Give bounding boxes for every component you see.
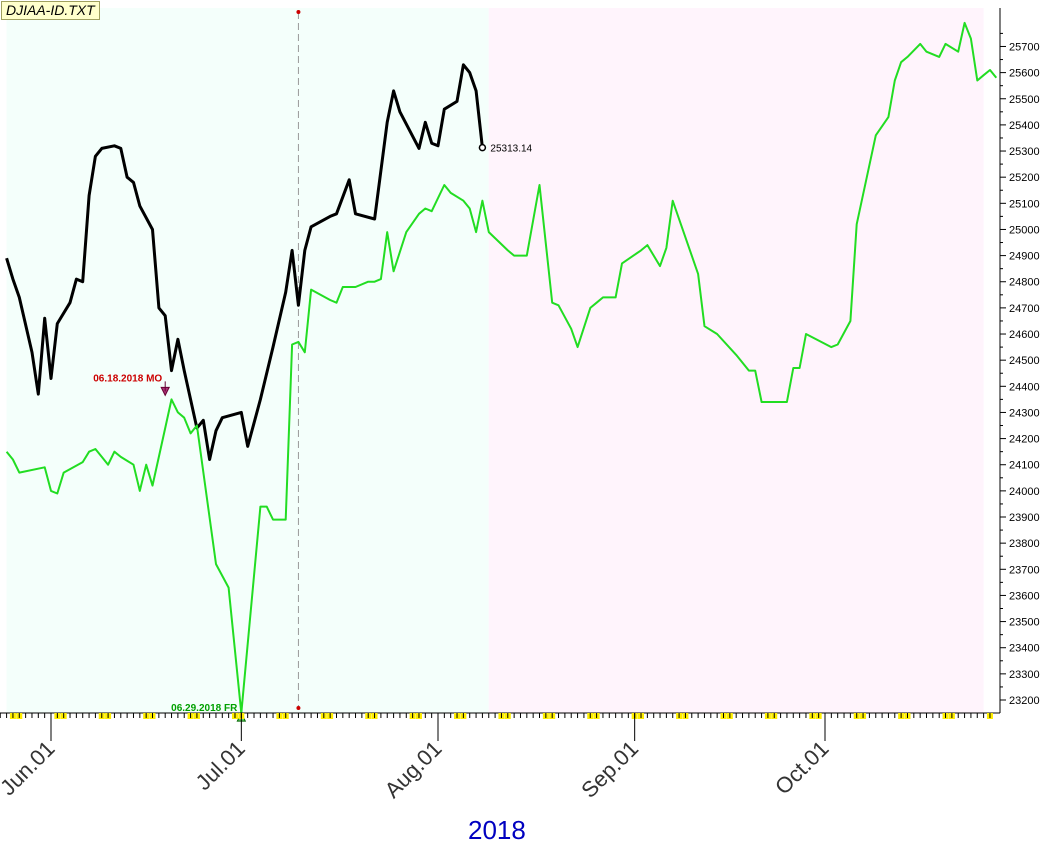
shade-region-0: [6, 8, 489, 713]
series-line-1: [5, 21, 998, 715]
y-tick-label: 25000: [1009, 224, 1040, 236]
y-tick-label: 25500: [1009, 94, 1040, 106]
series-lines: 25313.14: [5, 21, 998, 715]
vline-bottom-dot: [296, 706, 301, 710]
y-tick-label: 25600: [1009, 68, 1040, 80]
y-tick-label: 25400: [1009, 120, 1040, 132]
annotation-label-0: 06.18.2018 MO: [93, 373, 162, 384]
y-tick-label: 24300: [1009, 407, 1040, 419]
year-label: 2018: [468, 815, 526, 845]
y-tick-label: 23300: [1009, 669, 1040, 681]
background-shading: [6, 8, 984, 713]
x-tick-label: Sep.01: [576, 736, 643, 803]
y-tick-label: 23500: [1009, 617, 1040, 629]
y-tick-label: 23600: [1009, 590, 1040, 602]
x-tick-label: Oct.01: [770, 736, 834, 800]
y-tick-label: 25200: [1009, 172, 1040, 184]
x-tick-label: Aug.01: [380, 736, 447, 803]
last-value-label: 25313.14: [490, 144, 532, 155]
y-tick-label: 23200: [1009, 695, 1040, 707]
y-tick-label: 24800: [1009, 277, 1040, 289]
y-tick-label: 24200: [1009, 434, 1040, 446]
y-tick-label: 24700: [1009, 303, 1040, 315]
y-tick-label: 24900: [1009, 251, 1040, 263]
y-tick-label: 23400: [1009, 643, 1040, 655]
vline-top-dot: [296, 10, 301, 14]
chart-title: DJIAA-ID.TXT: [1, 1, 100, 20]
annotation-label-1: 06.29.2018 FR: [171, 703, 238, 714]
series-line-0: [5, 63, 484, 461]
x-axis: Jun.01 Jul.01 Aug.01 Sep.01 Oct.01: [0, 712, 1000, 803]
y-tick-label: 23800: [1009, 538, 1040, 550]
vertical-marker-line: [296, 10, 301, 710]
y-tick-label: 25700: [1009, 41, 1040, 53]
y-axis: 23200 23300 23400 23500 23600 23700 23800 23900…: [999, 8, 1040, 713]
y-tick-label: 25300: [1009, 146, 1040, 158]
last-point-marker: [478, 143, 487, 152]
y-tick-label: 23900: [1009, 512, 1040, 524]
x-tick-label: Jul.01: [191, 736, 250, 795]
y-tick-label: 24400: [1009, 381, 1040, 393]
y-tick-label: 24600: [1009, 329, 1040, 341]
x-tick-label: Jun.01: [0, 736, 60, 800]
y-tick-label: 24000: [1009, 486, 1040, 498]
shade-region-1: [488, 8, 984, 713]
y-tick-label: 25100: [1009, 198, 1040, 210]
y-tick-label: 24100: [1009, 460, 1040, 472]
y-tick-label: 23700: [1009, 564, 1040, 576]
y-tick-label: 24500: [1009, 355, 1040, 367]
